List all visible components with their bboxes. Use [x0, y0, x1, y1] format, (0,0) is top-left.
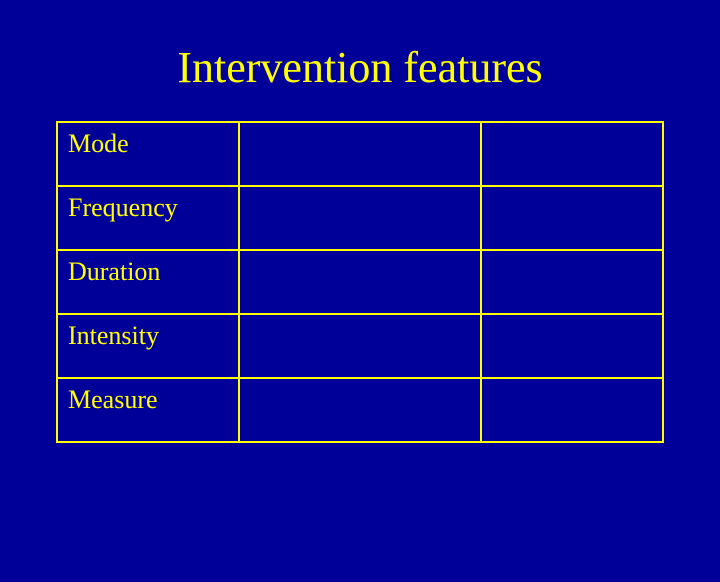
row-col3 [481, 378, 663, 442]
row-col3 [481, 186, 663, 250]
row-col2 [239, 186, 481, 250]
row-label-mode: Mode [57, 122, 239, 186]
features-table: Mode Frequency Duration Intensity Measur [56, 121, 664, 443]
row-col2 [239, 314, 481, 378]
row-label-measure: Measure [57, 378, 239, 442]
table-row: Frequency [57, 186, 663, 250]
table-row: Intensity [57, 314, 663, 378]
row-col2 [239, 378, 481, 442]
row-col3 [481, 314, 663, 378]
row-col2 [239, 122, 481, 186]
row-label-duration: Duration [57, 250, 239, 314]
page-title: Intervention features [0, 42, 720, 93]
features-table-wrap: Mode Frequency Duration Intensity Measur [56, 121, 664, 443]
table-row: Measure [57, 378, 663, 442]
row-label-frequency: Frequency [57, 186, 239, 250]
row-label-intensity: Intensity [57, 314, 239, 378]
row-col3 [481, 122, 663, 186]
table-row: Mode [57, 122, 663, 186]
row-col3 [481, 250, 663, 314]
row-col2 [239, 250, 481, 314]
table-row: Duration [57, 250, 663, 314]
